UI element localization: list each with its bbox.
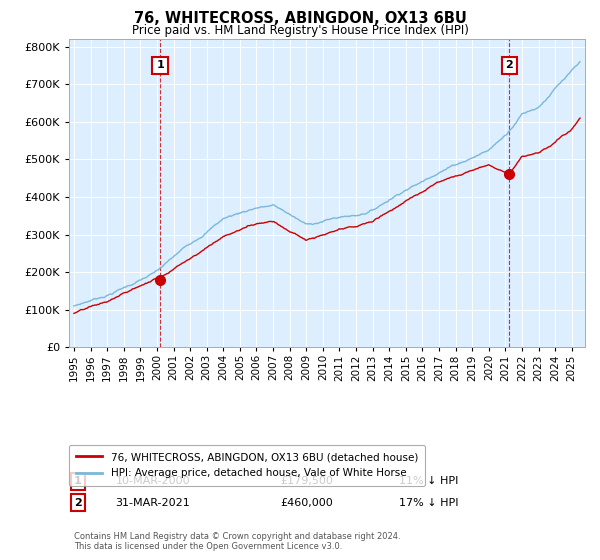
- Text: 2: 2: [505, 60, 513, 71]
- Legend: 76, WHITECROSS, ABINGDON, OX13 6BU (detached house), HPI: Average price, detache: 76, WHITECROSS, ABINGDON, OX13 6BU (deta…: [69, 445, 425, 486]
- Text: 31-MAR-2021: 31-MAR-2021: [115, 498, 190, 508]
- Text: 1: 1: [74, 476, 82, 486]
- Text: 2: 2: [74, 498, 82, 508]
- Text: 17% ↓ HPI: 17% ↓ HPI: [399, 498, 459, 508]
- Text: £179,500: £179,500: [281, 476, 334, 486]
- Text: 76, WHITECROSS, ABINGDON, OX13 6BU: 76, WHITECROSS, ABINGDON, OX13 6BU: [134, 11, 466, 26]
- Text: Contains HM Land Registry data © Crown copyright and database right 2024.
This d: Contains HM Land Registry data © Crown c…: [74, 532, 401, 552]
- Text: 1: 1: [156, 60, 164, 71]
- Text: 11% ↓ HPI: 11% ↓ HPI: [399, 476, 458, 486]
- Text: Price paid vs. HM Land Registry's House Price Index (HPI): Price paid vs. HM Land Registry's House …: [131, 24, 469, 36]
- Text: 10-MAR-2000: 10-MAR-2000: [115, 476, 190, 486]
- Text: £460,000: £460,000: [281, 498, 334, 508]
